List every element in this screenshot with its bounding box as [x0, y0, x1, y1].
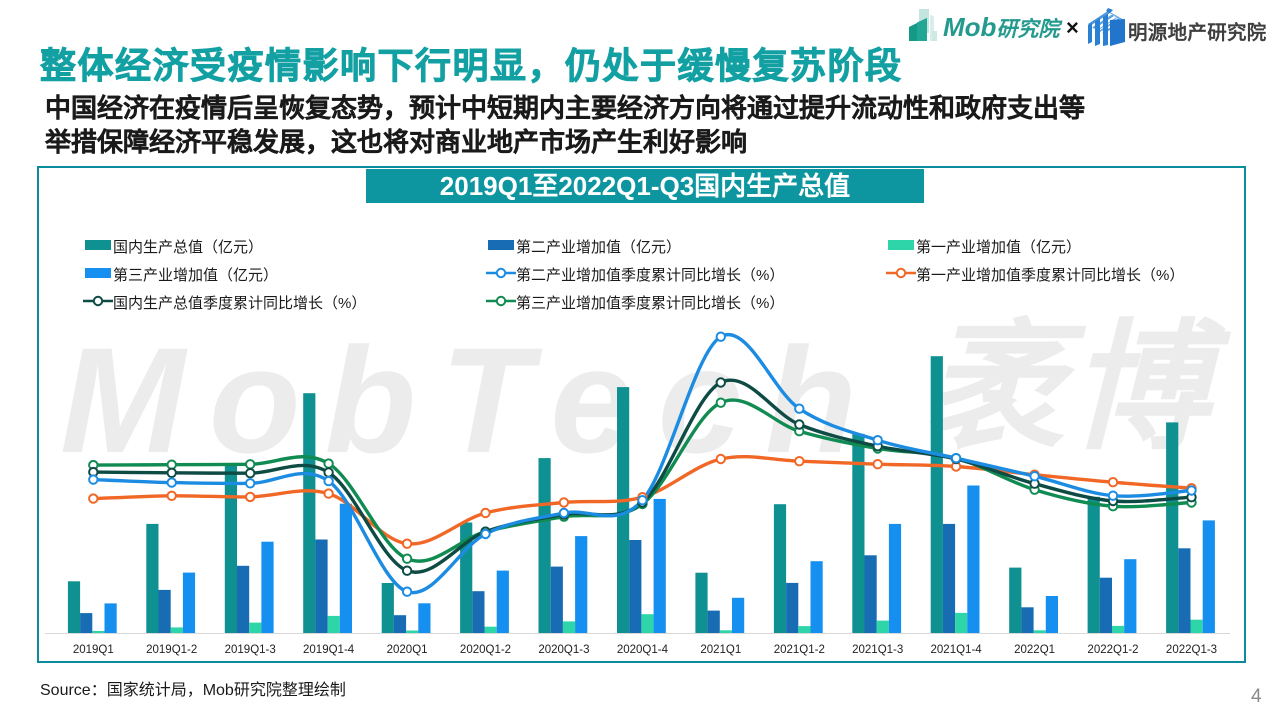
svg-text:2021Q1-3: 2021Q1-3 — [852, 644, 903, 656]
svg-text:2019Q1-4: 2019Q1-4 — [303, 644, 355, 656]
svg-text:2022Q1-3: 2022Q1-3 — [1166, 644, 1217, 656]
svg-text:2021Q1: 2021Q1 — [700, 644, 741, 656]
svg-text:2021Q1-2: 2021Q1-2 — [774, 644, 825, 656]
svg-text:2020Q1-2: 2020Q1-2 — [460, 644, 511, 656]
svg-text:2022Q1-2: 2022Q1-2 — [1087, 644, 1138, 656]
svg-text:2020Q1-4: 2020Q1-4 — [617, 644, 669, 656]
svg-text:2019Q1-3: 2019Q1-3 — [225, 644, 276, 656]
svg-text:2019Q1-2: 2019Q1-2 — [146, 644, 197, 656]
svg-text:2019Q1: 2019Q1 — [73, 644, 114, 656]
svg-text:2020Q1-3: 2020Q1-3 — [538, 644, 589, 656]
svg-text:2022Q1: 2022Q1 — [1014, 644, 1055, 656]
svg-text:2021Q1-4: 2021Q1-4 — [931, 644, 983, 656]
svg-text:2020Q1: 2020Q1 — [387, 644, 428, 656]
